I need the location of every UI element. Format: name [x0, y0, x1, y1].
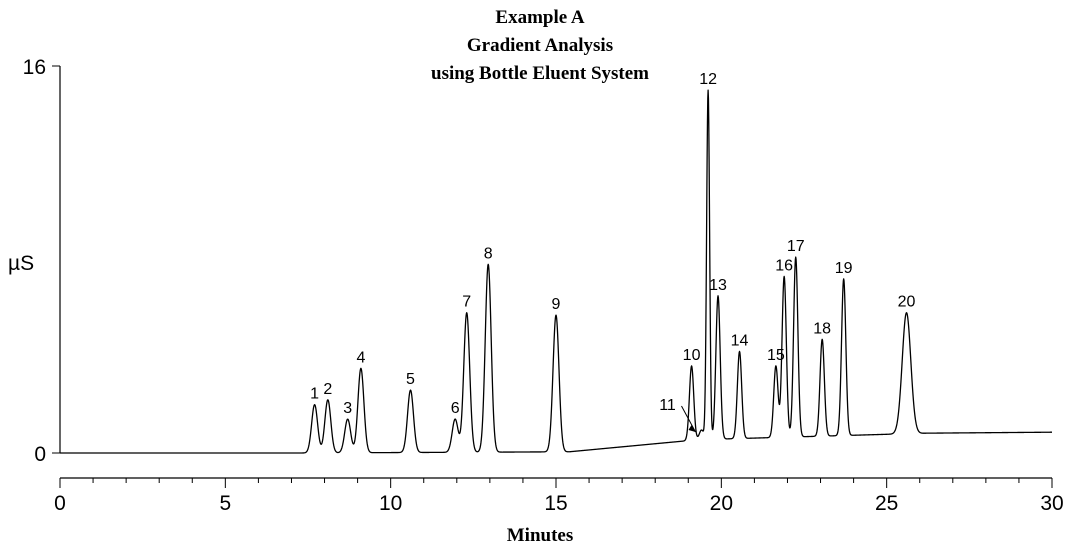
- peak-label-5: 5: [406, 371, 415, 388]
- peak-label-18: 18: [813, 320, 831, 337]
- x-tick-label: 5: [219, 492, 231, 515]
- peak-label-1: 1: [310, 386, 319, 403]
- peak-label-15: 15: [767, 347, 785, 364]
- x-tick-label: 30: [1040, 492, 1063, 515]
- peak-label-6: 6: [451, 400, 460, 417]
- peak-label-9: 9: [552, 296, 561, 313]
- peak-label-12: 12: [699, 71, 717, 88]
- y-tick-label: 0: [34, 443, 46, 466]
- peak-label-13: 13: [709, 277, 727, 294]
- peak-label-11: 11: [659, 397, 676, 414]
- chromatogram-trace: [59, 89, 1053, 454]
- chart-title-line-1: Example A: [495, 7, 584, 28]
- y-tick-label: 16: [23, 56, 46, 79]
- peak-label-20: 20: [898, 294, 916, 311]
- peak-label-8: 8: [484, 245, 493, 262]
- y-axis-ticks: 0 16: [23, 56, 60, 466]
- peak-11-arrow-head: [688, 425, 696, 433]
- peak-label-10: 10: [683, 347, 701, 364]
- x-tick-label: 25: [875, 492, 898, 515]
- y-axis-label: µS: [8, 252, 34, 275]
- peak-11-arrow: 11: [659, 397, 696, 433]
- peak-label-3: 3: [343, 400, 352, 417]
- peak-label-2: 2: [323, 381, 332, 398]
- chart-title-line-2: Gradient Analysis: [467, 35, 613, 56]
- x-axis-ticks: [59, 478, 1053, 488]
- x-axis-label: Minutes: [507, 525, 574, 546]
- chart-title: Example A Gradient Analysis using Bottle…: [431, 7, 649, 84]
- x-axis-tick-labels: 0 5 10 15 20 25 30: [54, 492, 1064, 515]
- peak-label-4: 4: [356, 349, 365, 366]
- x-tick-label: 0: [54, 492, 66, 515]
- x-tick-label: 20: [710, 492, 733, 515]
- peak-label-14: 14: [731, 332, 749, 349]
- peak-label-16: 16: [775, 257, 793, 274]
- chart-title-line-3: using Bottle Eluent System: [431, 63, 649, 84]
- peak-label-7: 7: [462, 294, 471, 311]
- peak-label-19: 19: [835, 260, 853, 277]
- x-tick-label: 15: [544, 492, 567, 515]
- peak-11-arrow-line: [681, 405, 696, 433]
- x-tick-label: 10: [379, 492, 402, 515]
- peak-label-17: 17: [787, 238, 805, 255]
